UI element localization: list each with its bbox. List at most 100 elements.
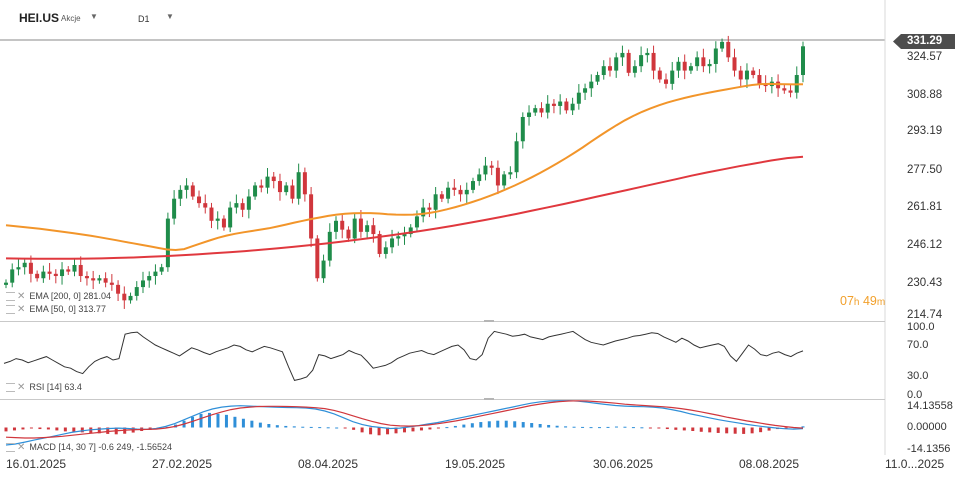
macd-histogram-bar [767,427,771,431]
date-axis-label: 19.05.2025 [445,457,506,471]
macd-histogram-bar [631,427,635,429]
macd-histogram-bar [530,423,534,428]
pane-separator-rsi-macd[interactable] [0,399,885,400]
candle-body [259,185,264,188]
candle-body [271,176,276,182]
timeframe-dropdown-chevron-icon[interactable]: ▼ [166,12,174,21]
candle-body [657,70,662,80]
candle-body [433,194,438,210]
timeframe-label[interactable]: D1 [138,14,150,24]
candle-body [240,203,245,210]
macd-histogram-bar [665,427,669,430]
candle-body [551,103,556,106]
rsi-line [3,330,804,381]
macd-histogram-bar [377,427,381,436]
candle-body [757,75,762,84]
candle-body [539,108,544,113]
pane-resize-handle[interactable] [484,398,494,400]
macd-histogram-bar [207,412,211,428]
macd-histogram-bar [733,427,737,434]
macd-histogram-bar [106,427,110,434]
candle-body [277,181,282,193]
macd-histogram-bar [648,427,652,429]
close-icon[interactable]: ✕ [17,442,26,453]
price-axis-label: 246.12 [907,239,943,251]
menu-icon[interactable] [6,443,15,453]
macd-histogram-bar [292,426,296,428]
candle-body [365,225,370,232]
candle-body [315,238,320,279]
candle-body [197,196,202,204]
macd-histogram-bar [504,420,508,428]
candle-body [91,278,96,281]
candle-body [78,264,83,277]
price-axis-label: 308.88 [907,89,943,101]
legend-rsi[interactable]: ✕ RSI [14] 63.4 [6,382,82,393]
candle-body [371,225,376,235]
menu-icon[interactable] [6,305,15,315]
pane-separator-price-rsi[interactable] [0,321,885,322]
candle-body [35,273,40,279]
candle-body [421,207,426,217]
candle-body [601,66,606,76]
macd-histogram-bar [419,427,423,431]
legend-rsi-text: RSI [14] 63.4 [29,382,82,392]
macd-histogram-bar [589,427,593,429]
candle-body [726,41,731,58]
menu-icon[interactable] [6,292,15,302]
macd-histogram-bar [784,427,788,429]
candle-body [72,264,77,272]
close-icon[interactable]: ✕ [17,304,26,315]
symbol-dropdown-chevron-icon[interactable]: ▼ [90,12,98,21]
macd-histogram-bar [80,427,84,433]
candle-body [265,176,270,188]
macd-histogram-bar [640,427,644,429]
candle-body [203,203,208,208]
macd-histogram-bar [716,427,720,433]
macd-histogram-bar [479,422,483,428]
candle-body [340,220,345,230]
candle-body [564,101,569,111]
candle-body [309,194,314,239]
candle-body [290,185,295,199]
legend-ema200[interactable]: ✕ EMA [200, 0] 281.04 [6,291,111,302]
macd-histogram-bar [267,423,271,428]
legend-ema200-text: EMA [200, 0] 281.04 [29,291,111,301]
candle-body [751,70,756,76]
candle-body [396,236,401,239]
candle-body [545,103,550,113]
legend-macd[interactable]: ✕ MACD [14, 30 7] -0.6 249, -1.56524 [6,442,172,453]
macd-histogram-bar [224,414,228,428]
candle-body [408,227,413,235]
candle-body [253,185,258,197]
macd-histogram-bar [657,427,661,429]
macd-histogram-bar [97,427,101,434]
close-icon[interactable]: ✕ [17,291,26,302]
candle-body [234,203,239,208]
candle-body [583,88,588,93]
date-axis-label: 27.02.2025 [152,457,213,471]
macd-histogram-bar [250,420,254,428]
close-icon[interactable]: ✕ [17,382,26,393]
candle-body [620,52,625,58]
menu-icon[interactable] [6,383,15,393]
candle-body [688,66,693,71]
candle-body [576,92,581,104]
macd-histogram-bar [538,423,542,428]
candle-body [97,278,102,281]
macd-histogram-bar [360,427,364,433]
candle-body [22,262,27,268]
legend-ema50[interactable]: ✕ EMA [50, 0] 313.77 [6,304,106,315]
pane-resize-handle[interactable] [484,320,494,322]
candle-body [670,70,675,84]
candle-body [427,207,432,210]
macd-histogram-bar [191,416,195,428]
candle-body [190,185,195,197]
candle-body [178,189,183,199]
price-axis-label: 324.57 [907,51,943,63]
macd-histogram-bar [555,425,559,428]
symbol-label[interactable]: HEI.US [19,11,60,25]
candle-body [744,70,749,80]
candle-body [439,194,444,199]
